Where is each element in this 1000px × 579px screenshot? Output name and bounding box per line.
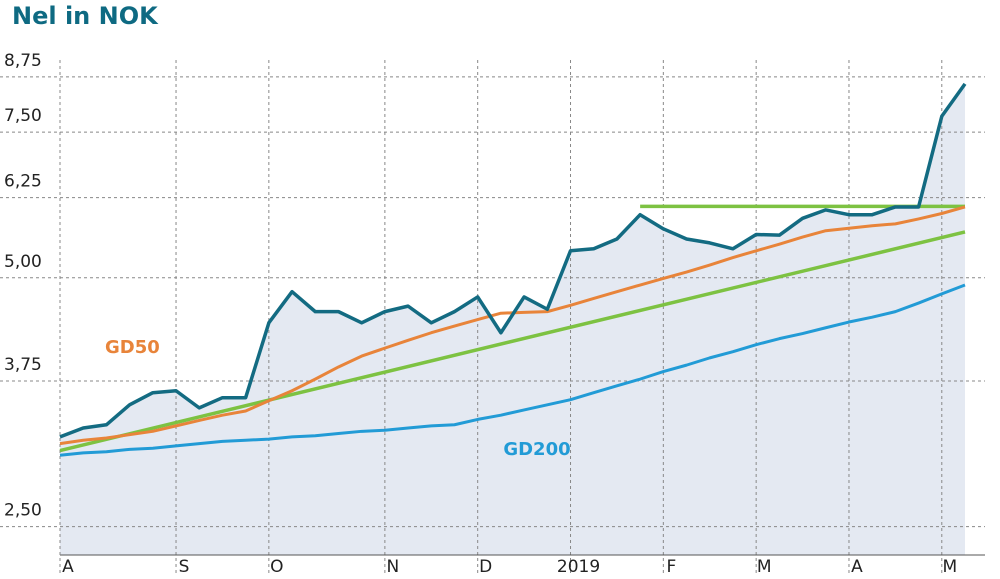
x-tick-label: 2019 [557, 557, 600, 577]
x-tick-label: S [179, 557, 190, 577]
y-tick-label: 2,50 [4, 501, 42, 521]
x-tick-label: A [62, 557, 74, 577]
y-tick-label: 3,75 [4, 355, 42, 375]
x-tick-label: M [757, 557, 772, 577]
reference-line [59, 230, 966, 453]
series-line [59, 82, 967, 439]
x-tick-label: N [387, 557, 400, 577]
x-tick-label: M [942, 557, 957, 577]
y-tick-label: 5,00 [4, 252, 42, 272]
y-tick-label: 8,75 [4, 51, 42, 71]
y-tick-label: 6,25 [4, 172, 42, 192]
x-tick-label: F [666, 557, 676, 577]
series-line [59, 283, 966, 457]
series-label: GD50 [105, 337, 160, 358]
area [60, 83, 965, 556]
series-label: GD200 [503, 439, 570, 460]
y-tick-label: 7,50 [4, 106, 42, 126]
x-tick-label: D [479, 557, 492, 577]
x-tick-label: O [270, 557, 283, 577]
x-tick-label: A [851, 557, 863, 577]
chart-title: Nel in NOK [12, 2, 159, 30]
